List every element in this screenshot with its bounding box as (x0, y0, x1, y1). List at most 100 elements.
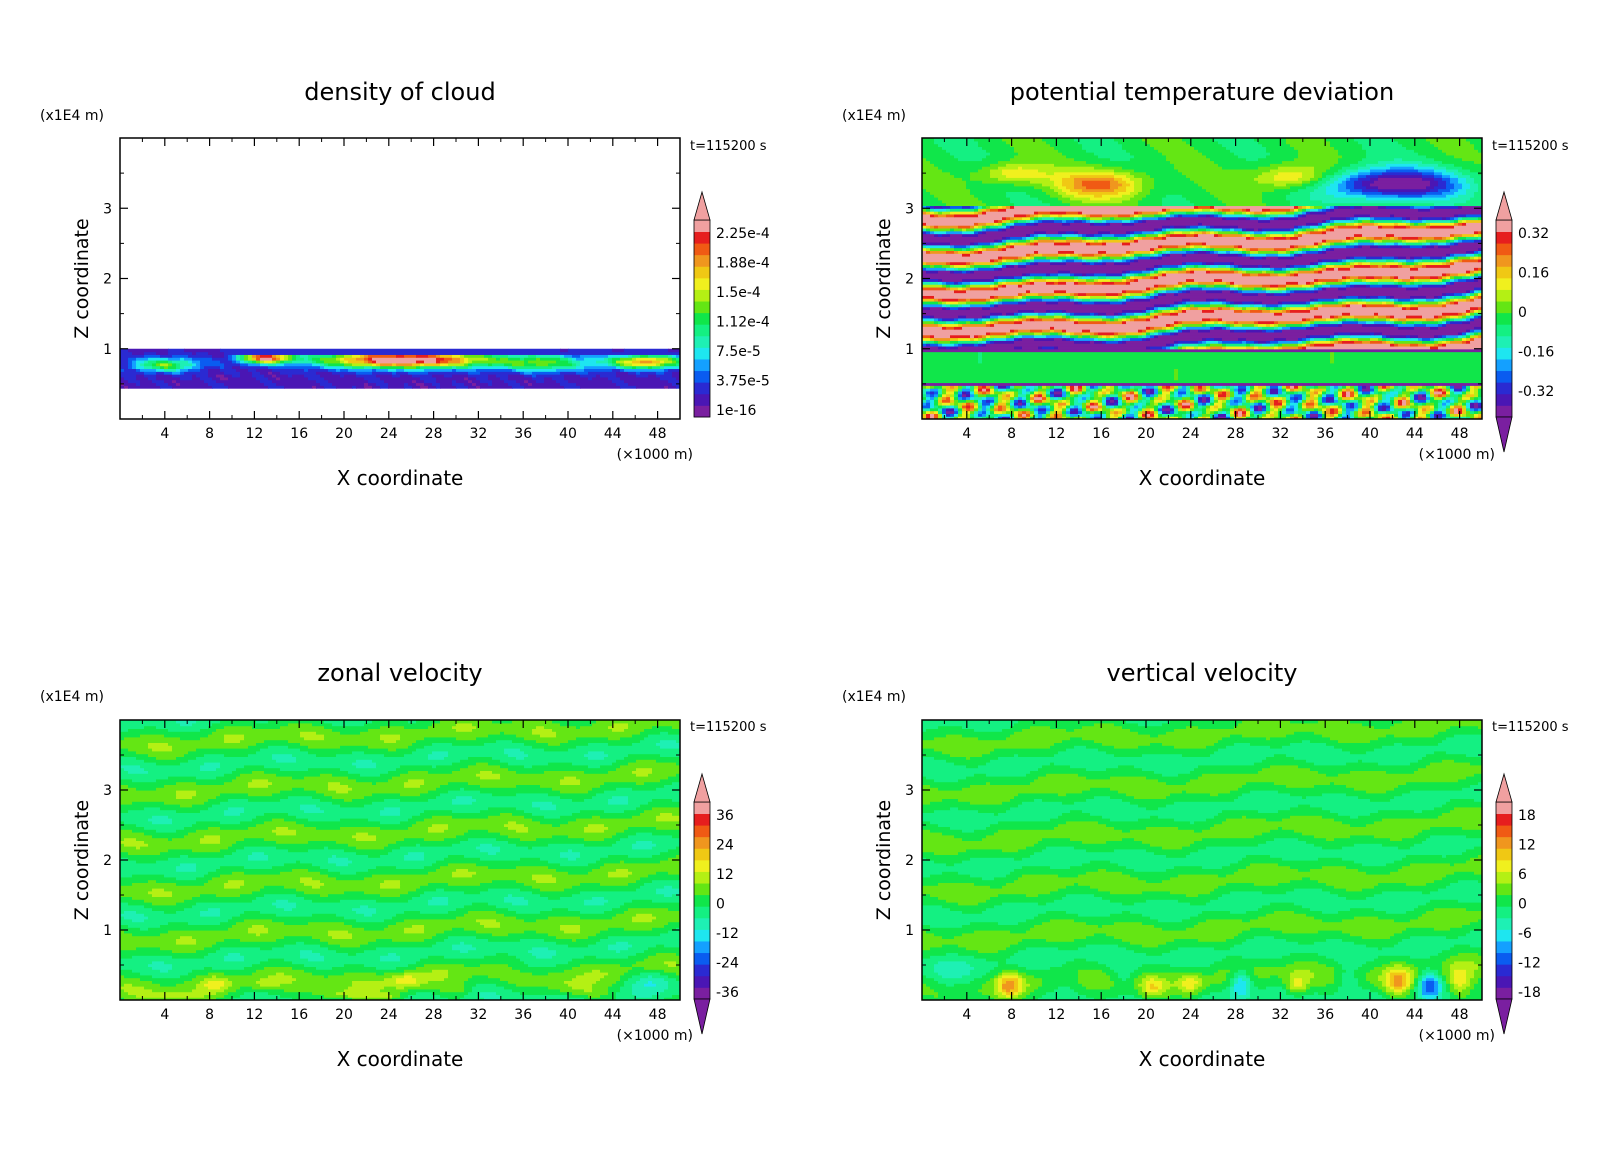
heatmap-cell (160, 354, 173, 358)
heatmap-cell (1114, 233, 1127, 237)
heatmap-cell (1338, 185, 1347, 190)
heatmap-cell (1442, 216, 1447, 221)
heatmap-cell (1434, 410, 1443, 414)
heatmap-cell (1466, 309, 1471, 313)
heatmap-cell (942, 388, 947, 392)
heatmap-cell (1390, 334, 1407, 339)
heatmap-cell (1322, 300, 1339, 305)
heatmap-cell (1386, 261, 1399, 266)
heatmap-cell (1126, 250, 1131, 254)
heatmap-cell (1170, 416, 1179, 419)
heatmap-cell (1374, 413, 1379, 417)
heatmap-cell (922, 182, 967, 187)
heatmap-cell (1206, 298, 1215, 302)
heatmap-cell (1234, 211, 1243, 215)
heatmap-cell (1174, 211, 1187, 215)
heatmap-cell (1146, 286, 1151, 291)
heatmap-cell (1002, 390, 1007, 395)
heatmap-cell (1410, 306, 1419, 311)
heatmap-cell (1126, 289, 1143, 294)
heatmap-cell (1094, 390, 1099, 395)
heatmap-cell (1474, 286, 1482, 291)
heatmap-cell (1402, 385, 1407, 389)
heatmap-cell (1458, 396, 1463, 400)
heatmap-cell (1130, 250, 1135, 254)
heatmap-cell (1438, 326, 1475, 330)
heatmap-cell (1030, 236, 1035, 240)
heatmap-cell (1006, 258, 1015, 263)
heatmap-cell (922, 298, 935, 302)
heatmap-cell (464, 354, 485, 358)
heatmap-cell (1174, 393, 1179, 398)
heatmap-cell (172, 371, 181, 375)
heatmap-cell (926, 241, 951, 246)
heatmap-cell (1382, 275, 1391, 280)
heatmap-cell (620, 376, 661, 381)
heatmap-cell (1246, 230, 1251, 235)
heatmap-cell (934, 211, 939, 215)
heatmap-cell (1330, 227, 1335, 232)
heatmap-cell (1226, 413, 1231, 417)
heatmap-cell (1114, 281, 1127, 285)
heatmap-cell (1290, 247, 1295, 251)
heatmap-cell (1038, 239, 1055, 243)
heatmap-cell (1426, 413, 1431, 417)
heatmap-cell (942, 298, 959, 302)
heatmap-cell (1474, 230, 1479, 235)
heatmap-cell (316, 379, 329, 384)
heatmap-cell (1314, 205, 1323, 209)
heatmap-cell (1298, 340, 1303, 344)
heatmap-cell (1198, 385, 1203, 389)
heatmap-cell (1030, 289, 1055, 294)
heatmap-cell (1162, 390, 1171, 395)
heatmap-cell (364, 354, 369, 358)
heatmap-cell (1326, 230, 1475, 235)
heatmap-cell (1250, 407, 1255, 412)
heatmap-cell (1458, 298, 1467, 302)
heatmap-cell (1234, 390, 1239, 395)
heatmap-cell (1130, 197, 1143, 201)
heatmap-cell (1022, 284, 1155, 288)
heatmap-cell (1414, 281, 1423, 285)
heatmap-cell (1182, 407, 1187, 412)
heatmap-cell (1250, 303, 1255, 308)
heatmap-cell (1114, 399, 1119, 403)
heatmap-cell (1062, 194, 1075, 198)
heatmap-cell (536, 354, 561, 358)
heatmap-cell (1034, 388, 1039, 392)
heatmap-cell (1166, 233, 1171, 237)
heatmap-cell (1262, 199, 1291, 204)
heatmap-cell (1346, 407, 1355, 412)
heatmap-cell (1442, 295, 1447, 299)
heatmap-cell (340, 357, 345, 361)
heatmap-cell (1258, 393, 1263, 398)
heatmap-cell (1318, 416, 1323, 419)
heatmap-cell (1194, 396, 1199, 400)
heatmap-cell (922, 180, 967, 184)
heatmap-cell (1138, 272, 1147, 277)
heatmap-cell (1198, 343, 1207, 347)
heatmap-cell (1314, 261, 1319, 266)
heatmap-cell (1070, 413, 1079, 417)
x-tick-label: 44 (604, 426, 622, 442)
heatmap-cell (1158, 253, 1163, 257)
heatmap-cell (1474, 312, 1479, 316)
heatmap-cell (1214, 402, 1223, 406)
heatmap-cell (1042, 253, 1059, 257)
heatmap-cell (1214, 390, 1219, 395)
heatmap-cell (1034, 219, 1039, 223)
heatmap-cell (1314, 300, 1319, 305)
heatmap-cell (942, 199, 983, 204)
heatmap-cell (320, 357, 337, 361)
colorbar-swatch (694, 266, 710, 279)
heatmap-cell (1134, 416, 1139, 419)
heatmap-cell (1090, 390, 1095, 395)
heatmap-cell (1250, 213, 1255, 218)
heatmap-cell (1298, 390, 1303, 395)
heatmap-cell (1454, 191, 1467, 195)
heatmap-cell (1154, 334, 1159, 339)
heatmap-cell (1474, 407, 1479, 412)
heatmap-cell (1438, 258, 1447, 263)
heatmap-cell (1322, 247, 1327, 251)
heatmap-cell (938, 213, 947, 218)
